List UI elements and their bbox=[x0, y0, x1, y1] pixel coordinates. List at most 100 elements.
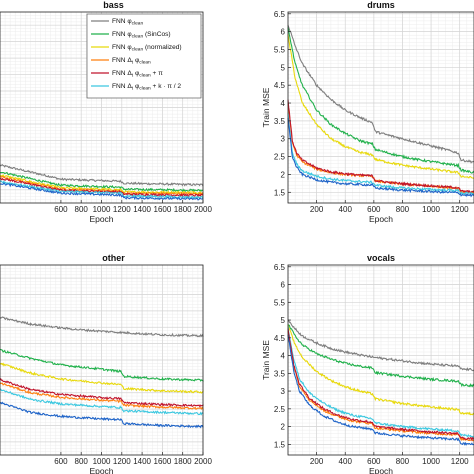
x-axis-label-vocals: Epoch bbox=[369, 466, 393, 474]
panel-bass: 600 800 1000 1200 1400 1600 1800 2000 bass Epoch F… bbox=[0, 0, 212, 224]
legend-entry-sym: Δ bbox=[127, 70, 132, 77]
legend-entry-sub: clean bbox=[132, 34, 144, 40]
chart-title-vocals: vocals bbox=[367, 253, 395, 263]
series-line-bass-7 bbox=[0, 182, 204, 201]
x-tick-label: 1000 bbox=[93, 205, 111, 214]
y-axis-label-vocals: Train MSE bbox=[261, 340, 271, 380]
y-tick-label: 3 bbox=[281, 387, 286, 396]
y-tick-labels-vocals: 1.5 2 2.5 3 3.5 4 4.5 5 5.5 6 6.5 bbox=[274, 263, 291, 449]
x-axis-label-bass: Epoch bbox=[89, 214, 113, 224]
x-tick-label: 1800 bbox=[174, 457, 192, 466]
legend-entry-mid: φ bbox=[133, 83, 139, 90]
legend-entry-pre: FNN bbox=[112, 44, 127, 51]
x-tick-labels-drums: 200 400 600 800 1000 1200 bbox=[310, 200, 469, 214]
x-tick-label: 1200 bbox=[113, 457, 131, 466]
y-tick-label: 2 bbox=[281, 170, 286, 179]
y-tick-label: 3.5 bbox=[274, 117, 286, 126]
series-group-drums bbox=[287, 25, 474, 198]
grid-drums bbox=[287, 12, 474, 204]
x-tick-label: 1400 bbox=[133, 205, 151, 214]
series-line-other-3 bbox=[0, 362, 204, 394]
legend-entry-pre: FNN bbox=[112, 70, 127, 77]
series-line-drums-7 bbox=[287, 117, 474, 198]
y-tick-label: 3.5 bbox=[274, 369, 286, 378]
legend-entry-sym: Δ bbox=[127, 83, 132, 90]
legend-entry: FNN φclean (SinCos) bbox=[112, 31, 171, 40]
y-tick-label: 4.5 bbox=[274, 81, 286, 90]
x-tick-label: 1200 bbox=[451, 457, 469, 466]
series-line-bass-2 bbox=[0, 171, 203, 193]
legend-entry-sub: clean bbox=[132, 21, 144, 27]
legend-entry-sub: t bbox=[132, 60, 134, 66]
x-tick-labels-other: 600 800 1000 1200 1400 1600 1800 2000 bbox=[54, 452, 212, 466]
series-line-drums-3 bbox=[287, 34, 474, 179]
series-line-vocals-7 bbox=[287, 334, 474, 446]
chart-title-other: other bbox=[102, 253, 125, 263]
x-tick-label: 600 bbox=[367, 205, 381, 214]
series-line-other-6 bbox=[0, 388, 204, 416]
y-tick-label: 2.5 bbox=[274, 405, 286, 414]
series-group-bass bbox=[0, 163, 204, 201]
series-line-drums-6 bbox=[287, 112, 474, 196]
y-tick-label: 6 bbox=[281, 281, 286, 290]
legend-entry-sym: φ bbox=[127, 31, 131, 38]
x-tick-label: 800 bbox=[75, 457, 89, 466]
y-tick-label: 4 bbox=[281, 352, 286, 361]
legend-entry-sub2: clean bbox=[139, 73, 151, 79]
series-line-other-5 bbox=[0, 382, 204, 411]
series-line-drums-5 bbox=[287, 99, 474, 194]
y-tick-labels-drums: 1.5 2 2.5 3 3.5 4 4.5 5 5.5 6 6.5 bbox=[274, 10, 291, 197]
legend-entry-sym: φ bbox=[127, 44, 131, 51]
x-tick-label: 200 bbox=[310, 205, 324, 214]
legend-entry-sub: clean bbox=[132, 47, 144, 53]
x-tick-label: 1000 bbox=[422, 205, 440, 214]
x-axis-label-other: Epoch bbox=[89, 466, 113, 474]
y-axis-label-drums: Train MSE bbox=[261, 87, 271, 127]
y-tick-label: 2.5 bbox=[274, 153, 286, 162]
x-tick-label: 2000 bbox=[194, 205, 212, 214]
x-tick-label: 1000 bbox=[93, 457, 111, 466]
series-line-other-1 bbox=[0, 316, 204, 338]
legend-entry-post: (SinCos) bbox=[143, 31, 170, 38]
y-tick-label: 1.5 bbox=[274, 440, 286, 449]
series-group-other bbox=[0, 316, 204, 429]
legend-entry: FNN φclean bbox=[112, 18, 143, 27]
legend-entry-sub: t bbox=[132, 73, 134, 79]
series-line-bass-1 bbox=[0, 163, 204, 187]
y-tick-label: 5.5 bbox=[274, 45, 286, 54]
series-line-vocals-3 bbox=[287, 324, 474, 416]
legend-entry-pre: FNN bbox=[112, 57, 127, 64]
legend-entry: FNN Δt φclean + k · π / 2 bbox=[112, 83, 181, 92]
legend-entry-sym: φ bbox=[127, 18, 131, 25]
series-line-other-4 bbox=[0, 378, 204, 408]
panel-drums: 200 400 600 800 1000 1200 1.5 2 2.5 3 3.5 4 4.5 5 5.5 6… bbox=[261, 0, 474, 224]
legend-entry-post: + π bbox=[151, 70, 164, 77]
x-tick-label: 1400 bbox=[133, 457, 151, 466]
x-tick-label: 600 bbox=[54, 205, 68, 214]
legend-entry-post: (normalized) bbox=[143, 44, 181, 51]
legend-entry-mid: φ bbox=[133, 57, 139, 64]
x-tick-label: 400 bbox=[339, 205, 353, 214]
x-tick-label: 2000 bbox=[194, 457, 212, 466]
legend-entry-pre: FNN bbox=[112, 83, 127, 90]
series-line-vocals-2 bbox=[287, 324, 474, 388]
chart-title-bass: bass bbox=[103, 0, 124, 10]
legend-entry-post: + k · π / 2 bbox=[151, 83, 182, 90]
x-axis-label-drums: Epoch bbox=[369, 214, 393, 224]
y-tick-label: 5 bbox=[281, 316, 286, 325]
x-tick-label: 1800 bbox=[174, 205, 192, 214]
y-tick-label: 3 bbox=[281, 135, 286, 144]
legend-entry-sub2: clean bbox=[139, 86, 151, 92]
y-tick-label: 5.5 bbox=[274, 298, 286, 307]
x-tick-label: 1600 bbox=[154, 205, 172, 214]
series-line-bass-5 bbox=[0, 177, 204, 198]
series-line-drums-2 bbox=[287, 27, 474, 174]
grid-other bbox=[0, 264, 204, 456]
legend-entry: FNN Δt φclean + π bbox=[112, 70, 163, 79]
x-tick-label: 800 bbox=[396, 457, 410, 466]
panel-other: 600 800 1000 1200 1400 1600 1800 2000 other Epoch bbox=[0, 253, 212, 474]
series-line-other-2 bbox=[0, 348, 204, 382]
y-tick-label: 6.5 bbox=[274, 263, 286, 272]
legend-box bbox=[86, 13, 202, 99]
